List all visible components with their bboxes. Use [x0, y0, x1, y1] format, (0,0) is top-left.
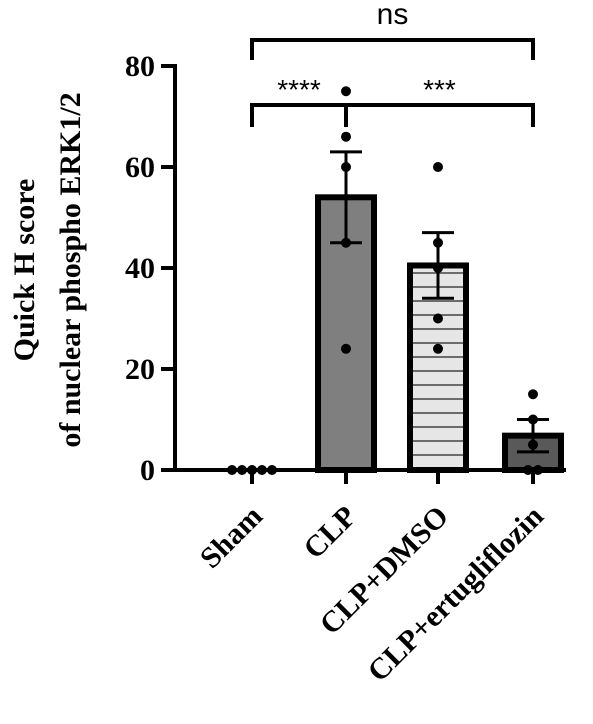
data-point [267, 465, 277, 475]
data-point [528, 414, 538, 425]
x-tick-label: CLP [297, 500, 363, 566]
data-point [533, 465, 543, 475]
significance-label: **** [277, 74, 321, 105]
data-point [433, 263, 443, 273]
significance-label: *** [423, 74, 456, 105]
data-point [227, 465, 237, 475]
data-point [433, 237, 443, 248]
data-point [528, 389, 538, 400]
data-point [257, 465, 267, 475]
data-point [341, 131, 351, 142]
significance-bracket [344, 103, 535, 127]
x-tick-label: Sham [194, 500, 269, 575]
significance-label: ns [377, 0, 409, 31]
bar [315, 194, 377, 474]
y-axis-label-line1: Quick H score [8, 179, 41, 362]
data-point [237, 465, 247, 475]
y-tick-label: 80 [125, 50, 155, 83]
data-point [341, 343, 351, 354]
significance-bracket [250, 38, 535, 60]
data-point [433, 162, 443, 172]
data-point [528, 439, 538, 450]
y-tick-label: 40 [125, 252, 155, 285]
y-tick-label: 20 [125, 353, 155, 386]
data-point [247, 465, 257, 475]
x-tick-label: CLP+ertugliflozin [361, 499, 550, 688]
data-point [433, 343, 443, 354]
data-point [433, 313, 443, 324]
data-point [341, 237, 351, 248]
data-point [341, 86, 351, 97]
data-point [341, 162, 351, 172]
y-tick-label: 60 [125, 151, 155, 184]
data-point [523, 465, 533, 475]
y-tick-label: 0 [140, 454, 155, 487]
y-axis-title: Quick H score of nuclear phospho ERK1/2 [8, 92, 87, 447]
y-axis-label-line2: of nuclear phospho ERK1/2 [54, 92, 87, 447]
significance-bracket [250, 103, 348, 127]
